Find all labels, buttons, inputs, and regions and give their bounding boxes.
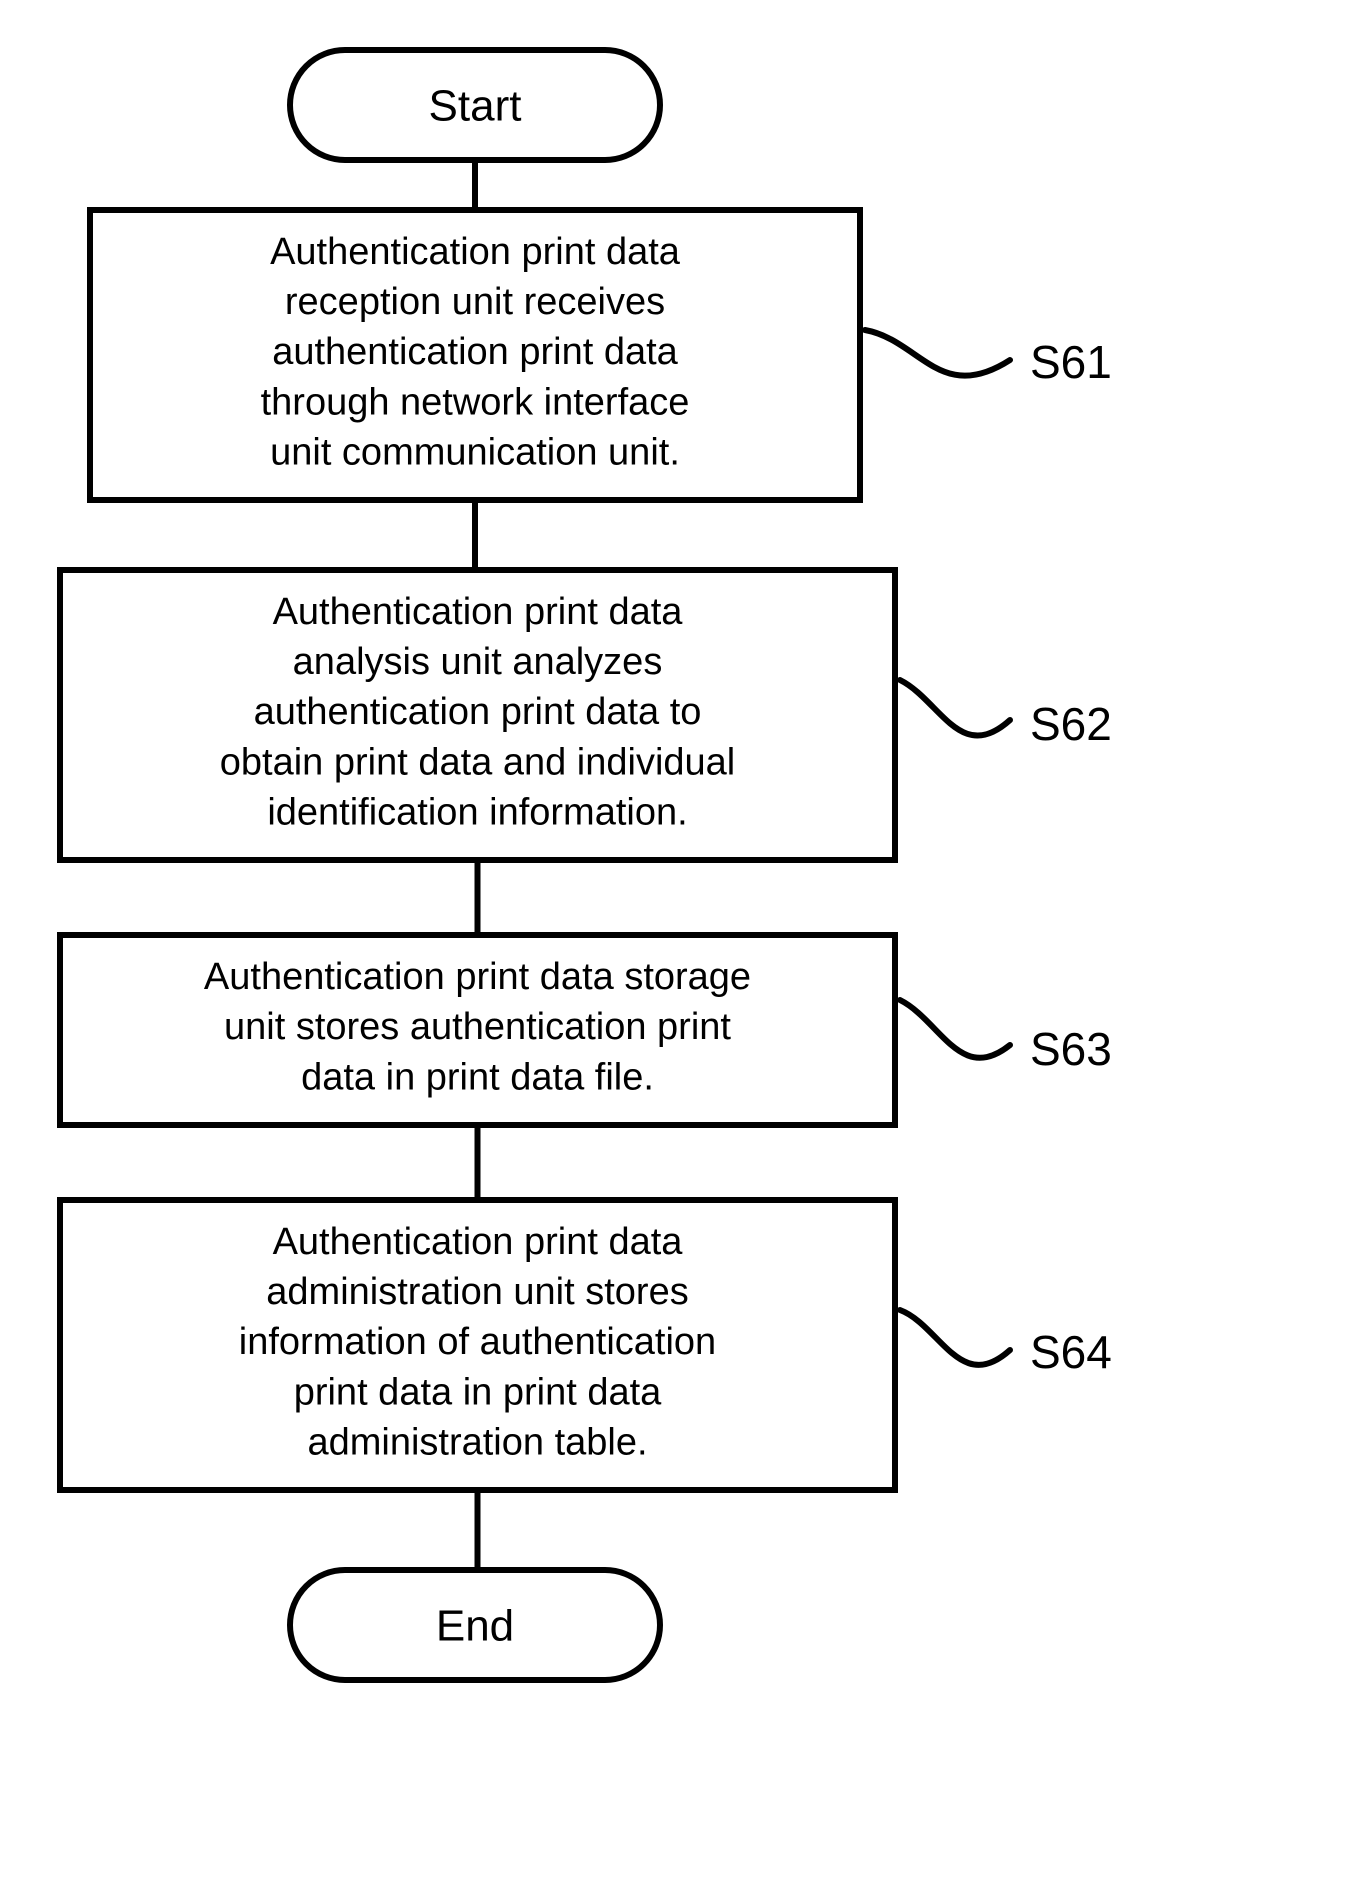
process-s61: Authentication print data reception unit …: [90, 210, 860, 500]
s64-line-0: Authentication print data: [273, 1221, 684, 1263]
s64-line-3: print data in print data: [294, 1371, 662, 1413]
end-label: End: [436, 1601, 514, 1650]
s63-line-0: Authentication print data storage: [204, 956, 751, 998]
start-label: Start: [429, 81, 522, 130]
s62-line-1: analysis unit analyzes: [293, 641, 663, 683]
s61-line-0: Authentication print data: [270, 231, 681, 273]
process-s64: Authentication print data administration …: [60, 1200, 895, 1490]
s64-line-4: administration table.: [307, 1421, 647, 1463]
s61-line-3: through network interface: [261, 381, 690, 423]
s63-line-2: data in print data file.: [301, 1056, 654, 1098]
callout-label-s64: S64: [1030, 1326, 1112, 1378]
s64-line-2: information of authentication: [239, 1321, 716, 1363]
terminal-start: Start: [290, 50, 660, 160]
process-s62: Authentication print data analysis unit a…: [60, 570, 895, 860]
callout-label-s62: S62: [1030, 698, 1112, 750]
s62-line-2: authentication print data to: [254, 691, 702, 733]
flowchart-diagram: Start Authentication print data reception …: [0, 0, 1351, 1886]
s62-line-3: obtain print data and individual: [220, 741, 736, 783]
callout-label-s61: S61: [1030, 336, 1112, 388]
s61-line-4: unit communication unit.: [270, 431, 680, 473]
s61-line-1: reception unit receives: [285, 281, 665, 323]
terminal-end: End: [290, 1570, 660, 1680]
callout-label-s63: S63: [1030, 1023, 1112, 1075]
s63-line-1: unit stores authentication print: [224, 1006, 731, 1048]
s61-line-2: authentication print data: [272, 331, 678, 373]
s62-line-0: Authentication print data: [273, 591, 684, 633]
s62-line-4: identification information.: [267, 791, 687, 833]
s64-line-1: administration unit stores: [266, 1271, 688, 1313]
process-s63: Authentication print data storage unit st…: [60, 935, 895, 1125]
